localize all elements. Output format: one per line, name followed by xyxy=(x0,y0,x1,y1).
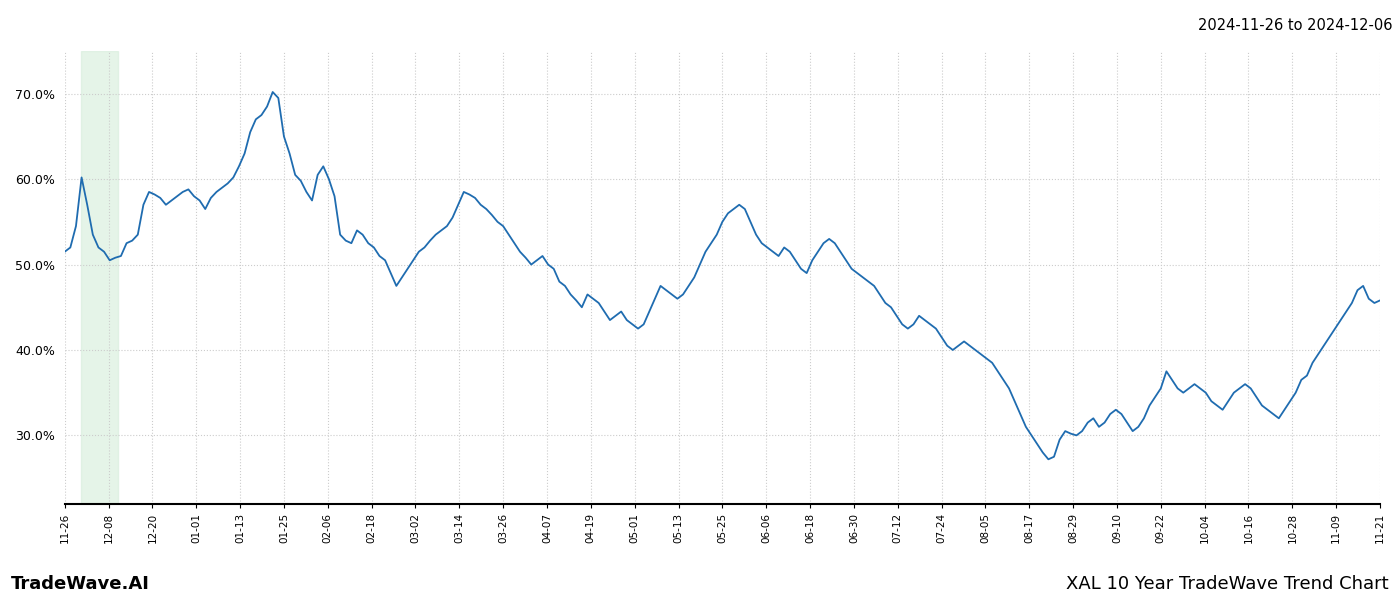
Text: TradeWave.AI: TradeWave.AI xyxy=(11,575,150,593)
Bar xyxy=(81,51,118,504)
Text: 2024-11-26 to 2024-12-06: 2024-11-26 to 2024-12-06 xyxy=(1198,18,1393,33)
Text: XAL 10 Year TradeWave Trend Chart: XAL 10 Year TradeWave Trend Chart xyxy=(1067,575,1389,593)
